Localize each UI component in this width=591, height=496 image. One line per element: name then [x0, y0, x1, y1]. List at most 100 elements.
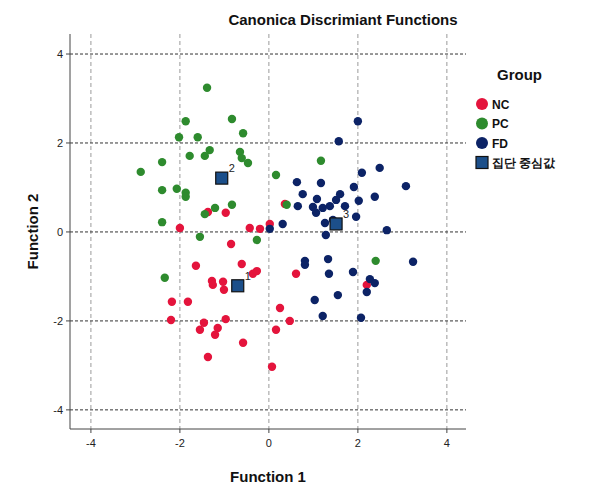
point: [375, 164, 383, 172]
point: [161, 274, 169, 282]
grid-line-y: [70, 54, 466, 55]
point: [321, 219, 329, 227]
point: [311, 296, 319, 304]
y-tick-label: -2: [53, 315, 63, 327]
title: Canonica Discrimiant Functions: [228, 11, 457, 28]
point: [325, 270, 333, 278]
point: [181, 117, 189, 125]
y-tick-label: 4: [57, 48, 63, 60]
point: [363, 288, 371, 296]
y-tick: [66, 409, 70, 410]
point: [371, 279, 379, 287]
point: [282, 201, 290, 209]
x-tick: [357, 429, 358, 433]
point: [355, 197, 363, 205]
chart: -4-2024-4-2024Canonica Discrimiant Funct…: [0, 0, 591, 496]
y-tick-label: 0: [57, 226, 63, 238]
legend-swatch: [476, 157, 488, 169]
point: [358, 169, 366, 177]
x-tick: [268, 429, 269, 433]
point: [293, 178, 301, 186]
point: [266, 225, 274, 233]
point: [371, 193, 379, 201]
point: [334, 291, 342, 299]
x-tick: [179, 429, 180, 433]
point: [301, 261, 309, 269]
point: [326, 202, 334, 210]
grid-line-y: [70, 320, 466, 321]
point: [158, 186, 166, 194]
x-tick-label: 4: [444, 437, 450, 449]
centroid: [330, 218, 342, 230]
point: [322, 231, 330, 239]
point: [192, 262, 200, 270]
point: [292, 270, 300, 278]
point: [222, 315, 230, 323]
point: [158, 158, 166, 166]
point: [256, 225, 264, 233]
point: [317, 157, 325, 165]
legend-label: FD: [492, 137, 508, 151]
point: [176, 224, 184, 232]
legend-swatch: [476, 98, 488, 110]
point: [228, 115, 236, 123]
point: [246, 224, 254, 232]
y-tick-label: -4: [53, 404, 63, 416]
point: [319, 204, 327, 212]
point: [244, 159, 252, 167]
point: [196, 233, 204, 241]
point: [220, 286, 228, 294]
point: [349, 268, 357, 276]
legend-title: Group: [497, 66, 542, 83]
point: [196, 326, 204, 334]
point: [253, 267, 261, 275]
y-tick: [66, 54, 70, 55]
x-tick-label: 2: [355, 437, 361, 449]
point: [201, 152, 209, 160]
point: [201, 210, 209, 218]
x-tick-label: -2: [175, 437, 185, 449]
point: [181, 193, 189, 201]
legend-label: PC: [492, 117, 509, 131]
point: [185, 152, 193, 160]
point: [409, 258, 417, 266]
point: [193, 133, 201, 141]
point: [371, 257, 379, 265]
point: [352, 213, 360, 221]
point: [335, 137, 343, 145]
point: [239, 129, 247, 137]
point: [350, 183, 358, 191]
point: [173, 185, 181, 193]
point: [204, 353, 212, 361]
centroid-label: 2: [229, 162, 235, 174]
point: [268, 363, 276, 371]
point: [253, 236, 261, 244]
legend-swatch: [476, 118, 488, 130]
point: [294, 202, 302, 210]
point: [313, 195, 321, 203]
x-tick: [446, 429, 447, 433]
point: [238, 260, 246, 268]
point: [278, 220, 286, 228]
point: [175, 133, 183, 141]
point: [332, 196, 340, 204]
point: [227, 240, 235, 248]
point: [402, 182, 410, 190]
centroid: [232, 280, 244, 292]
centroid-label: 1: [245, 270, 251, 282]
point: [317, 179, 325, 187]
point: [209, 281, 217, 289]
point: [158, 218, 166, 226]
point: [272, 171, 280, 179]
point: [228, 201, 236, 209]
point: [324, 255, 332, 263]
point: [211, 204, 219, 212]
centroid-label: 3: [343, 208, 349, 220]
point: [211, 330, 219, 338]
point: [239, 339, 247, 347]
grid-line-y: [70, 409, 466, 410]
point: [203, 84, 211, 92]
x-tick: [90, 429, 91, 433]
point: [137, 168, 145, 176]
x-axis-title: Function 1: [230, 468, 306, 485]
